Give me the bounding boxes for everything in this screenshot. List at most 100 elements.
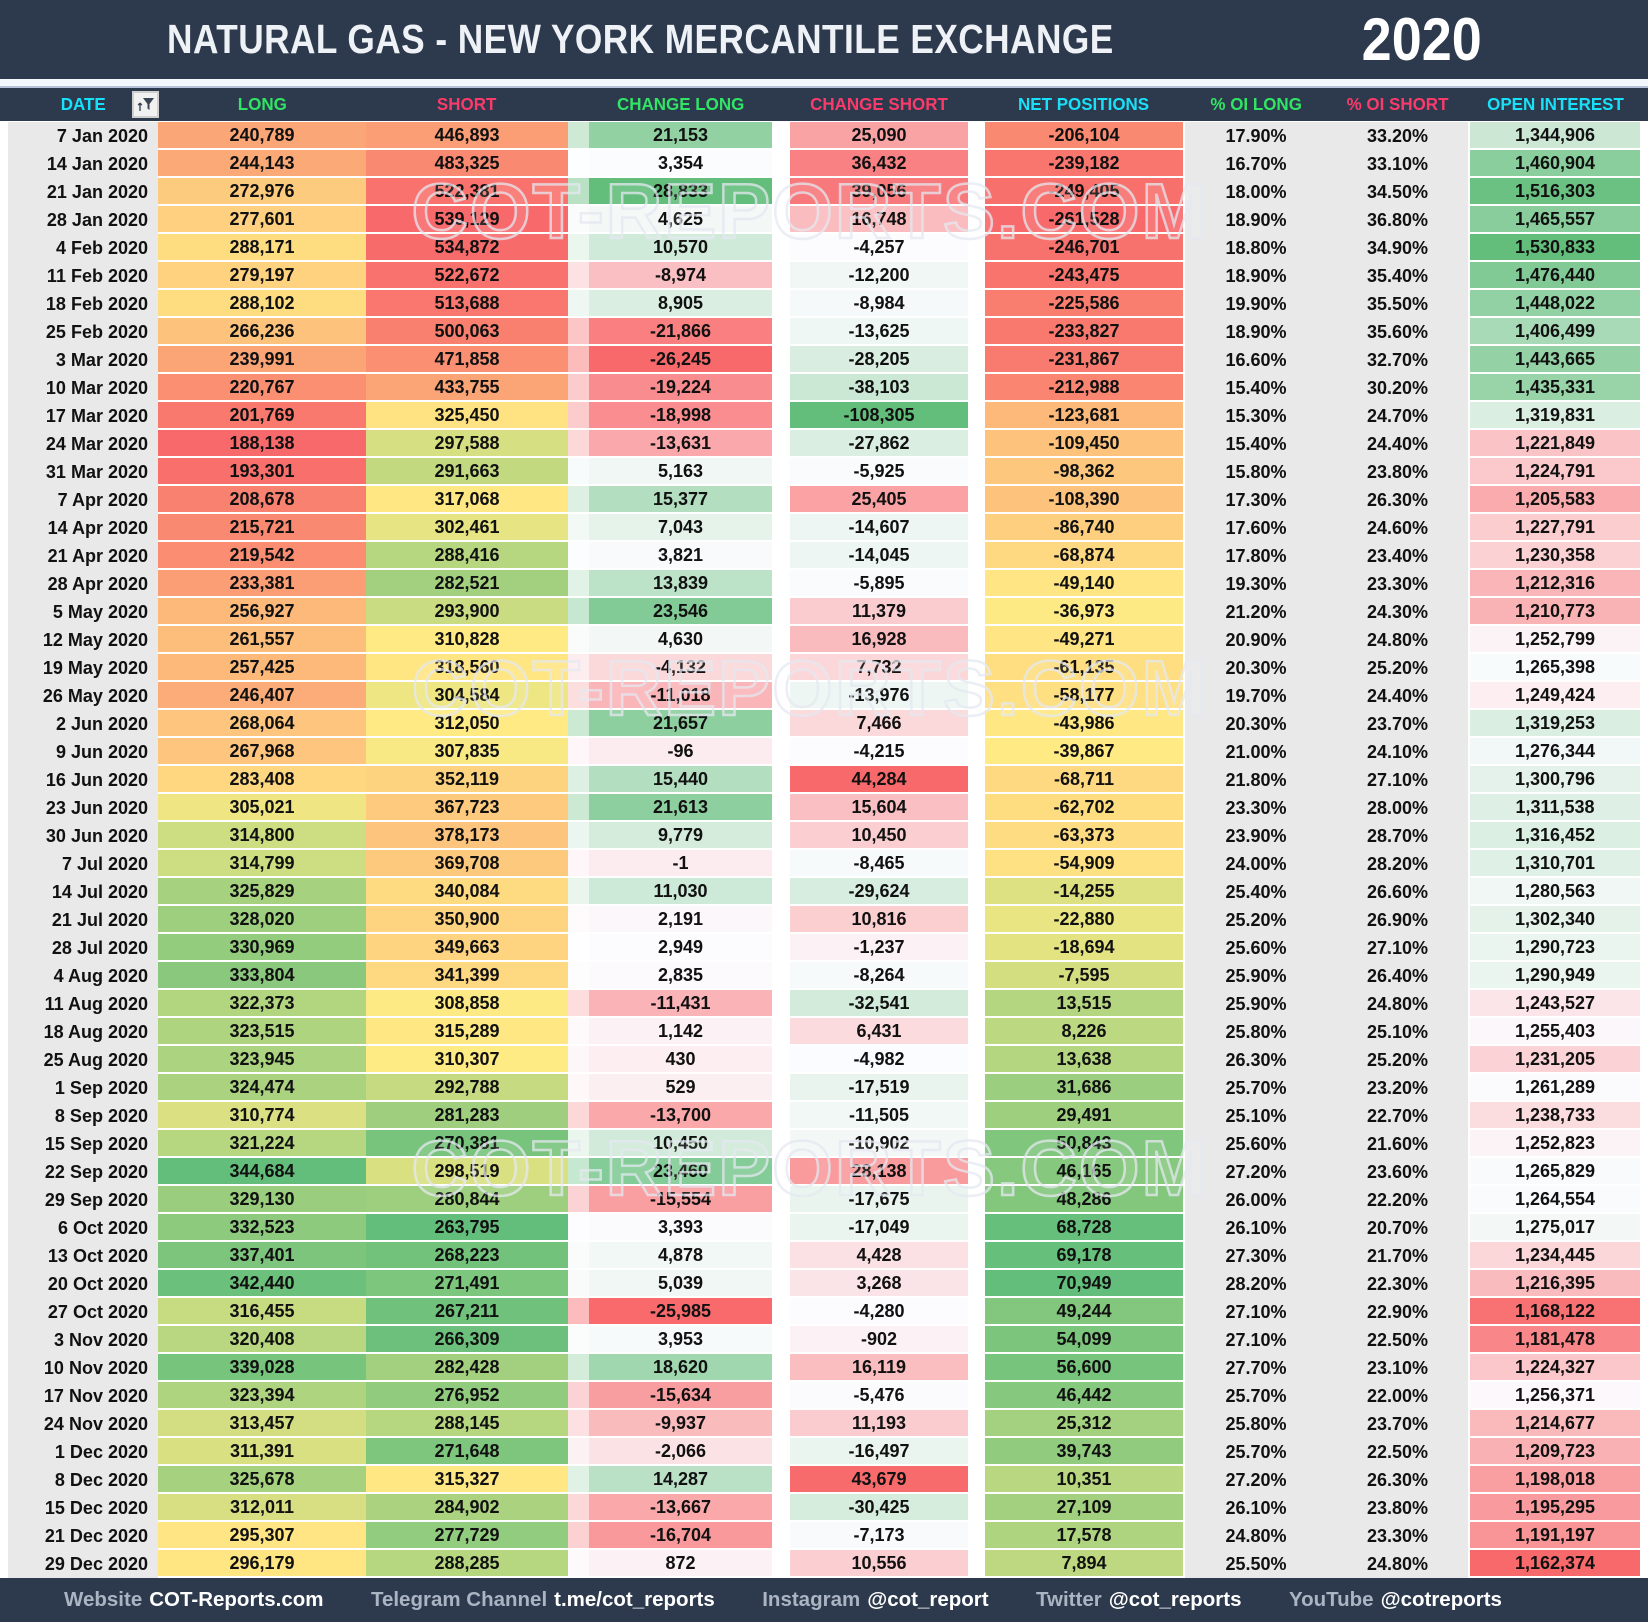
column-gap [0,1410,8,1438]
column-gap [1640,514,1648,542]
table-row: 27 Oct 2020 316,455 267,211 -25,985 -4,280 49… [0,1298,1648,1326]
cell-short: 288,416 [366,542,568,570]
column-gap [1183,1410,1185,1438]
cell-open_interest: 1,209,723 [1470,1438,1640,1466]
column-gap [968,1326,985,1354]
cell-change_long: 5,163 [589,458,772,486]
cell-oi_short: 30.20% [1327,374,1468,402]
change-long-edge [568,682,589,710]
cell-change_short: 28,138 [790,1158,968,1186]
cell-open_interest: 1,310,701 [1470,850,1640,878]
column-gap [0,150,8,178]
column-gap [772,962,790,990]
column-gap [1183,682,1185,710]
cell-change_long: 8,905 [589,290,772,318]
footer-link[interactable]: @cot_report [867,1588,989,1611]
footer-link[interactable]: @cotreports [1380,1588,1502,1611]
cell-short: 297,588 [366,430,568,458]
cell-long: 296,179 [158,1550,366,1578]
cell-short: 281,283 [366,1102,568,1130]
change-long-edge [568,290,589,318]
column-gap [772,682,790,710]
cell-long: 219,542 [158,542,366,570]
column-gap [772,206,790,234]
cell-oi_long: 27.10% [1185,1326,1327,1354]
cell-oi_short: 34.90% [1327,234,1468,262]
cell-open_interest: 1,265,829 [1470,1158,1640,1186]
cell-oi_long: 18.90% [1185,318,1327,346]
column-gap [1468,766,1470,794]
cell-open_interest: 1,406,499 [1470,318,1640,346]
column-header-label: NET POSITIONS [1018,94,1150,114]
cell-oi_long: 27.30% [1185,1242,1327,1270]
cell-change_short: 25,405 [790,486,968,514]
footer-link[interactable]: t.me/cot_reports [554,1588,715,1611]
cell-change_long: 3,821 [589,542,772,570]
cell-oi_long: 25.60% [1185,934,1327,962]
column-gap [772,234,790,262]
cell-change_long: 28,833 [589,178,772,206]
cell-date: 25 Aug 2020 [8,1046,158,1074]
column-gap [1468,206,1470,234]
cell-long: 188,138 [158,430,366,458]
column-gap [1183,962,1185,990]
column-gap [0,1466,8,1494]
column-gap [0,934,8,962]
cell-net: 25,312 [985,1410,1183,1438]
cell-short: 267,211 [366,1298,568,1326]
cell-change_long: 9,779 [589,822,772,850]
change-long-edge [568,1242,589,1270]
cell-change_short: -902 [790,1326,968,1354]
cell-change_short: 7,466 [790,710,968,738]
column-gap [0,654,8,682]
column-gap [0,234,8,262]
column-gap [1640,850,1648,878]
filter-button[interactable] [132,91,159,118]
cell-oi_long: 25.70% [1185,1382,1327,1410]
cell-net: -39,867 [985,738,1183,766]
cell-oi_long: 20.30% [1185,654,1327,682]
change-long-edge [568,234,589,262]
cell-net: -63,373 [985,822,1183,850]
column-gap [1468,1466,1470,1494]
column-gap [0,1074,8,1102]
cell-short: 266,309 [366,1326,568,1354]
cell-short: 282,521 [366,570,568,598]
cell-date: 28 Apr 2020 [8,570,158,598]
column-gap [0,570,8,598]
cell-date: 24 Nov 2020 [8,1410,158,1438]
cell-long: 256,927 [158,598,366,626]
change-long-edge [568,346,589,374]
table-row: 3 Nov 2020 320,408 266,309 3,953 -902 54,099 2… [0,1326,1648,1354]
footer-link[interactable]: @cot_reports [1108,1588,1242,1611]
cell-change_long: -9,937 [589,1410,772,1438]
cell-oi_short: 35.50% [1327,290,1468,318]
column-gap [1640,318,1648,346]
cell-change_short: -13,625 [790,318,968,346]
cell-short: 318,560 [366,654,568,682]
cell-short: 288,285 [366,1550,568,1578]
cell-net: 46,165 [985,1158,1183,1186]
cell-long: 288,171 [158,234,366,262]
column-gap [0,598,8,626]
cell-short: 271,648 [366,1438,568,1466]
cell-open_interest: 1,302,340 [1470,906,1640,934]
column-gap [1183,626,1185,654]
column-gap [772,1270,790,1298]
cell-short: 522,381 [366,178,568,206]
cell-net: -22,880 [985,906,1183,934]
column-gap [968,934,985,962]
column-gap [0,374,8,402]
cell-open_interest: 1,319,831 [1470,402,1640,430]
column-gap [968,850,985,878]
column-gap [968,346,985,374]
column-gap [1640,122,1648,150]
cell-long: 323,394 [158,1382,366,1410]
footer-link[interactable]: COT-Reports.com [149,1588,324,1611]
table-row: 20 Oct 2020 342,440 271,491 5,039 3,268 70,94… [0,1270,1648,1298]
column-gap [0,1298,8,1326]
column-gap [1183,1522,1185,1550]
footer-item-telegram-channel: Telegram Channel t.me/cot_reports [371,1588,715,1612]
cell-change_short: 10,556 [790,1550,968,1578]
cell-long: 314,799 [158,850,366,878]
